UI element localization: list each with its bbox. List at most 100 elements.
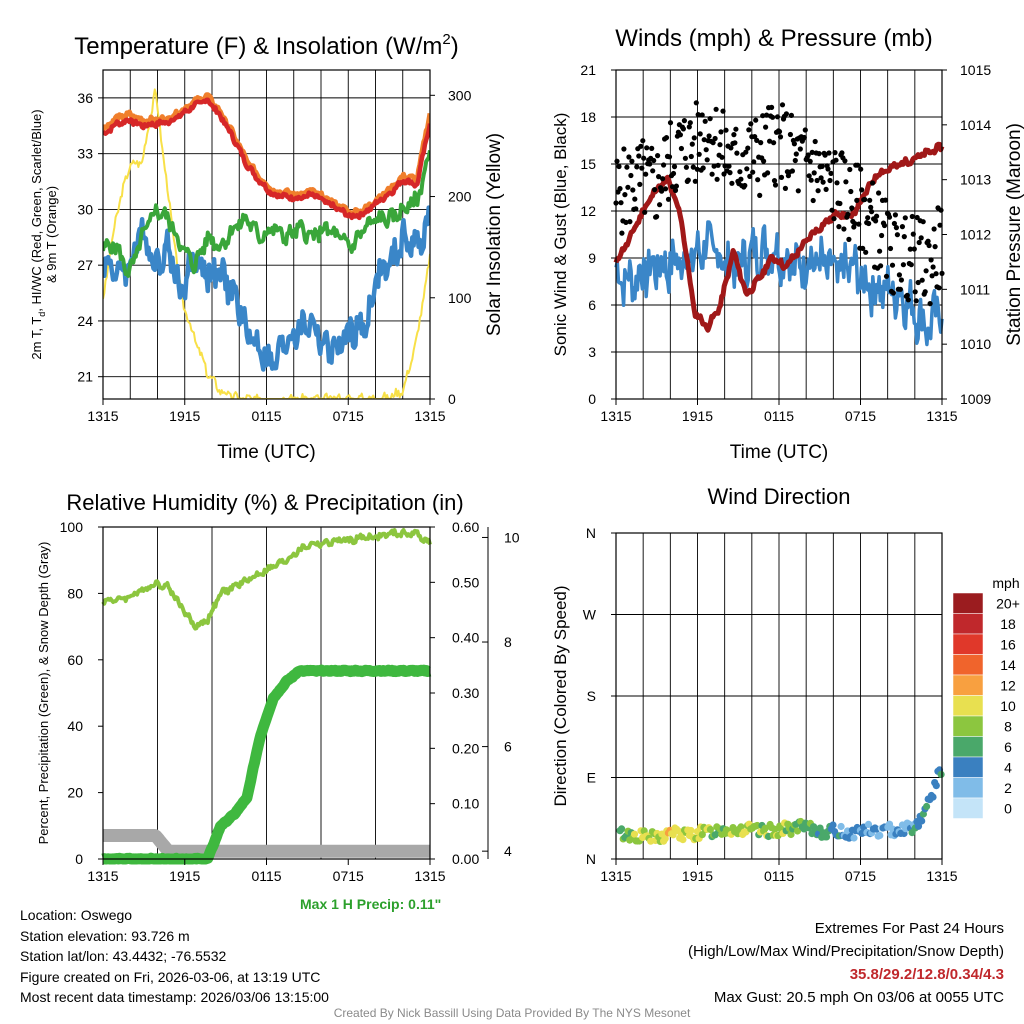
legend-label: 8 bbox=[1004, 718, 1012, 734]
wind-gust-point bbox=[637, 181, 643, 187]
rh-y3tick-label: 8 bbox=[504, 634, 512, 650]
wind-xtick-label: 0715 bbox=[845, 408, 876, 424]
wind-gust-point bbox=[617, 186, 623, 192]
wind-gust-point bbox=[809, 149, 815, 155]
wind-gust-point bbox=[889, 262, 896, 268]
wind-gust-point bbox=[616, 163, 622, 170]
wind-gust-point bbox=[641, 155, 647, 161]
wind-gust-point bbox=[670, 170, 677, 177]
wind-gust-point bbox=[898, 277, 905, 283]
legend-swatch bbox=[952, 592, 984, 614]
wind-gust-point bbox=[654, 214, 660, 220]
temp-y2tick-label: 300 bbox=[448, 87, 472, 103]
wind-gust-point bbox=[927, 301, 933, 307]
wind-ytick-label: 3 bbox=[588, 344, 596, 360]
dir-point bbox=[630, 830, 639, 838]
wind-gust-point bbox=[744, 166, 750, 172]
wind-gust-point bbox=[881, 222, 888, 229]
wind-gust-point bbox=[727, 170, 733, 176]
wind-gust-point bbox=[642, 209, 648, 215]
wind-gust-point bbox=[776, 129, 783, 135]
wind-gust-point bbox=[650, 168, 656, 174]
wind-gust-point bbox=[696, 151, 702, 157]
extremes-values: 35.8/29.2/12.8/0.34/4.3 bbox=[849, 966, 1004, 983]
rh-ytick-label: 60 bbox=[67, 652, 83, 668]
wind-gust-point bbox=[747, 173, 753, 179]
wind-gust-point bbox=[831, 216, 837, 222]
wind-gust-point bbox=[728, 145, 734, 151]
wind-gust-point bbox=[828, 170, 834, 176]
dir-point bbox=[850, 834, 858, 842]
temp-ytick-label: 30 bbox=[77, 201, 93, 217]
temp-xtick-label: 0115 bbox=[251, 408, 281, 424]
wind-gust-point bbox=[702, 118, 708, 124]
wind-gust-point bbox=[863, 249, 869, 255]
wind-gust-point bbox=[738, 176, 744, 182]
temp-ytick-label: 27 bbox=[77, 257, 93, 273]
wind-gust-point bbox=[789, 168, 796, 174]
legend-swatch bbox=[952, 736, 984, 758]
wind-gust-point bbox=[661, 162, 667, 168]
wind-gust-point bbox=[618, 200, 624, 206]
legend-swatch bbox=[952, 777, 984, 799]
rh-y2tick-label: 0.10 bbox=[452, 796, 479, 812]
rh-title: Relative Humidity (%) & Precipitation (i… bbox=[66, 490, 463, 515]
wind-gust-point bbox=[807, 158, 813, 164]
wind-gust-point bbox=[867, 197, 873, 203]
wind-gust-point bbox=[743, 149, 749, 155]
wind-gust-point bbox=[846, 236, 852, 242]
wind-gust-point bbox=[825, 166, 831, 172]
wind-gust-point bbox=[862, 196, 868, 203]
rh-ytick-label: 0 bbox=[75, 851, 83, 867]
wind-gust-point bbox=[936, 285, 942, 291]
legend-swatch bbox=[952, 756, 984, 778]
wind-gust-point bbox=[732, 140, 738, 146]
wind-gust-point bbox=[753, 117, 759, 123]
wind-gust-points bbox=[613, 100, 945, 307]
temp-ytick-label: 33 bbox=[77, 146, 93, 162]
wind-gust-point bbox=[764, 112, 770, 118]
wind-gust-point bbox=[933, 271, 939, 277]
max-precip-label: Max 1 H Precip: 0.11" bbox=[300, 896, 442, 912]
wind-gust-point bbox=[628, 172, 634, 179]
wind-gust-point bbox=[745, 145, 751, 151]
dir-point bbox=[669, 831, 677, 839]
wind-gust-point bbox=[886, 214, 893, 220]
wind-gust-point bbox=[859, 187, 865, 193]
wind-gust-point bbox=[638, 143, 644, 149]
dir-point bbox=[679, 836, 687, 844]
legend-label: 16 bbox=[1000, 636, 1016, 652]
wind-gust-point bbox=[652, 187, 658, 193]
wind-gust-point bbox=[722, 163, 728, 169]
wind-gust-point bbox=[865, 215, 871, 221]
wind-gust-point bbox=[891, 220, 898, 227]
wind-y2tick-label: 1013 bbox=[960, 172, 991, 188]
wind-gust-point bbox=[704, 157, 710, 163]
wind-gust-point bbox=[870, 180, 876, 186]
wind-gust-point bbox=[657, 202, 663, 208]
location-text: Location: Oswego bbox=[20, 907, 133, 923]
wind-gust-point bbox=[874, 213, 880, 219]
wind-gust-point bbox=[905, 297, 911, 303]
wind-gust-point bbox=[666, 154, 673, 160]
legend-label: 6 bbox=[1004, 739, 1012, 755]
temp-series-dewpoint bbox=[103, 205, 430, 372]
wind-gust-point bbox=[806, 173, 812, 179]
dir-point bbox=[822, 833, 831, 841]
wind-gust-point bbox=[919, 277, 925, 283]
wind-y2tick-label: 1010 bbox=[960, 336, 991, 352]
wind-gust-point bbox=[826, 150, 832, 156]
dir-point bbox=[932, 782, 940, 790]
wind-gust-point bbox=[748, 121, 754, 127]
wind-gust-point bbox=[621, 146, 627, 152]
wind-gust-point bbox=[663, 135, 670, 141]
wind-gust-point bbox=[922, 289, 928, 295]
wind-ytick-label: 15 bbox=[580, 156, 596, 172]
rh-y2tick-label: 0.40 bbox=[452, 630, 479, 646]
wind-y2tick-label: 1015 bbox=[960, 62, 991, 78]
wind-gust-point bbox=[833, 157, 839, 163]
temp-title: Temperature (F) & Insolation (W/m2) bbox=[74, 31, 458, 60]
wind-gust-point bbox=[709, 171, 715, 177]
wind-gust-point bbox=[866, 220, 872, 227]
rh-y2tick-label: 0.30 bbox=[452, 685, 479, 701]
